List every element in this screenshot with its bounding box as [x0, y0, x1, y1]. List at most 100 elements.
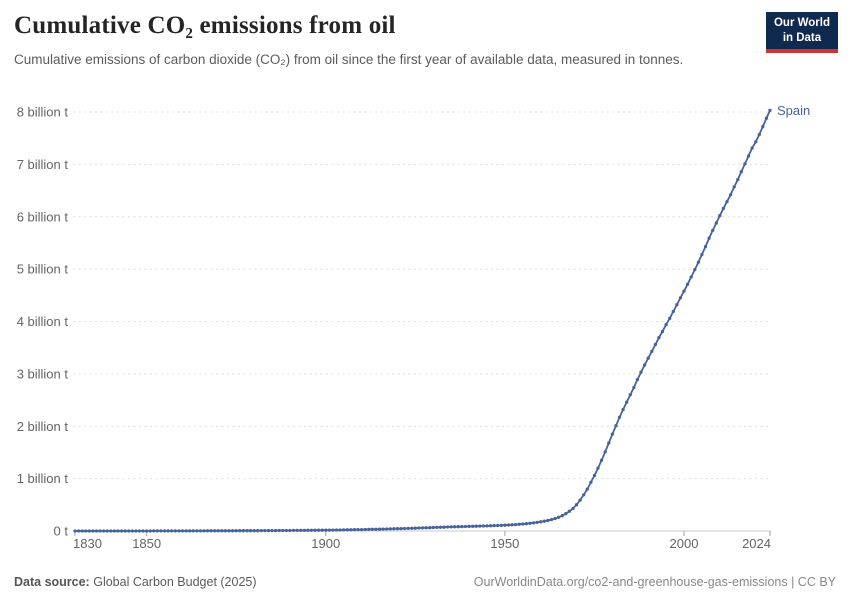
data-point[interactable]: [137, 529, 142, 533]
data-point[interactable]: [467, 524, 471, 529]
data-point[interactable]: [288, 528, 292, 533]
data-point[interactable]: [456, 525, 460, 529]
data-point[interactable]: [750, 146, 754, 150]
data-point[interactable]: [281, 528, 285, 533]
data-point[interactable]: [754, 140, 758, 144]
data-point[interactable]: [406, 526, 410, 531]
data-point[interactable]: [739, 170, 743, 174]
data-point[interactable]: [173, 529, 177, 533]
data-point[interactable]: [302, 528, 306, 533]
data-point[interactable]: [689, 275, 693, 279]
data-point[interactable]: [650, 349, 654, 354]
data-point[interactable]: [417, 526, 421, 530]
data-point[interactable]: [238, 529, 242, 533]
data-point[interactable]: [585, 487, 589, 491]
data-point[interactable]: [603, 450, 607, 454]
data-point[interactable]: [134, 529, 138, 533]
data-point[interactable]: [707, 236, 711, 240]
data-point[interactable]: [524, 522, 529, 526]
data-point[interactable]: [299, 528, 303, 533]
data-point[interactable]: [642, 363, 647, 367]
data-point[interactable]: [589, 480, 593, 484]
data-point[interactable]: [492, 523, 496, 528]
data-point[interactable]: [256, 529, 260, 533]
data-point[interactable]: [245, 529, 249, 533]
data-point[interactable]: [639, 370, 643, 374]
data-point[interactable]: [374, 527, 378, 531]
data-point[interactable]: [381, 527, 385, 531]
data-point[interactable]: [367, 527, 371, 532]
data-point[interactable]: [503, 523, 507, 527]
data-point[interactable]: [625, 400, 629, 404]
data-point[interactable]: [184, 529, 188, 533]
data-point[interactable]: [144, 529, 149, 533]
data-point[interactable]: [463, 524, 468, 529]
data-point[interactable]: [331, 528, 335, 532]
data-point[interactable]: [227, 529, 231, 533]
data-point[interactable]: [377, 527, 382, 531]
data-point[interactable]: [531, 521, 536, 525]
data-point[interactable]: [223, 529, 228, 533]
data-point[interactable]: [180, 529, 185, 533]
data-point[interactable]: [102, 529, 106, 533]
data-point[interactable]: [718, 214, 722, 218]
data-point[interactable]: [513, 522, 518, 527]
data-point[interactable]: [352, 528, 357, 532]
data-point[interactable]: [399, 526, 403, 531]
data-point[interactable]: [198, 529, 203, 533]
data-point[interactable]: [703, 244, 708, 249]
data-point[interactable]: [424, 526, 428, 530]
data-point[interactable]: [546, 518, 550, 523]
data-point[interactable]: [696, 260, 701, 264]
data-point[interactable]: [675, 303, 679, 307]
owid-logo[interactable]: Our World in Data: [765, 12, 838, 53]
data-point[interactable]: [334, 528, 339, 532]
data-point[interactable]: [474, 524, 478, 528]
data-point[interactable]: [309, 528, 314, 532]
data-point[interactable]: [757, 132, 761, 137]
data-point[interactable]: [632, 385, 636, 390]
data-point[interactable]: [488, 524, 493, 528]
data-point[interactable]: [668, 316, 672, 321]
data-point[interactable]: [574, 503, 579, 507]
data-point[interactable]: [664, 322, 668, 327]
data-point[interactable]: [324, 528, 328, 532]
data-point[interactable]: [270, 528, 274, 533]
data-point[interactable]: [420, 526, 425, 530]
data-point[interactable]: [521, 522, 525, 526]
data-point[interactable]: [614, 424, 618, 428]
data-point[interactable]: [342, 528, 346, 532]
data-point[interactable]: [295, 528, 299, 533]
data-point[interactable]: [671, 309, 675, 314]
data-point[interactable]: [428, 526, 432, 530]
data-point[interactable]: [116, 529, 120, 533]
data-point[interactable]: [152, 529, 156, 533]
data-point[interactable]: [539, 520, 543, 524]
data-point[interactable]: [596, 466, 600, 470]
data-point[interactable]: [678, 296, 683, 300]
data-point[interactable]: [628, 393, 632, 397]
data-point[interactable]: [338, 528, 342, 532]
data-point[interactable]: [205, 529, 210, 533]
data-point[interactable]: [94, 529, 99, 533]
data-point[interactable]: [213, 529, 217, 533]
data-point[interactable]: [166, 529, 170, 533]
data-point[interactable]: [453, 525, 457, 529]
data-point[interactable]: [481, 524, 486, 528]
data-point[interactable]: [388, 527, 392, 531]
data-point[interactable]: [306, 528, 310, 532]
data-point[interactable]: [728, 193, 733, 197]
data-point[interactable]: [248, 529, 253, 533]
data-point[interactable]: [320, 528, 324, 532]
data-point[interactable]: [385, 527, 389, 531]
data-point[interactable]: [84, 529, 88, 533]
data-point[interactable]: [506, 523, 511, 527]
data-point[interactable]: [316, 528, 321, 532]
data-point[interactable]: [711, 228, 715, 233]
data-point[interactable]: [220, 529, 224, 533]
data-point[interactable]: [291, 528, 296, 533]
data-point[interactable]: [266, 528, 271, 533]
data-point[interactable]: [98, 529, 102, 533]
data-point[interactable]: [721, 206, 726, 211]
